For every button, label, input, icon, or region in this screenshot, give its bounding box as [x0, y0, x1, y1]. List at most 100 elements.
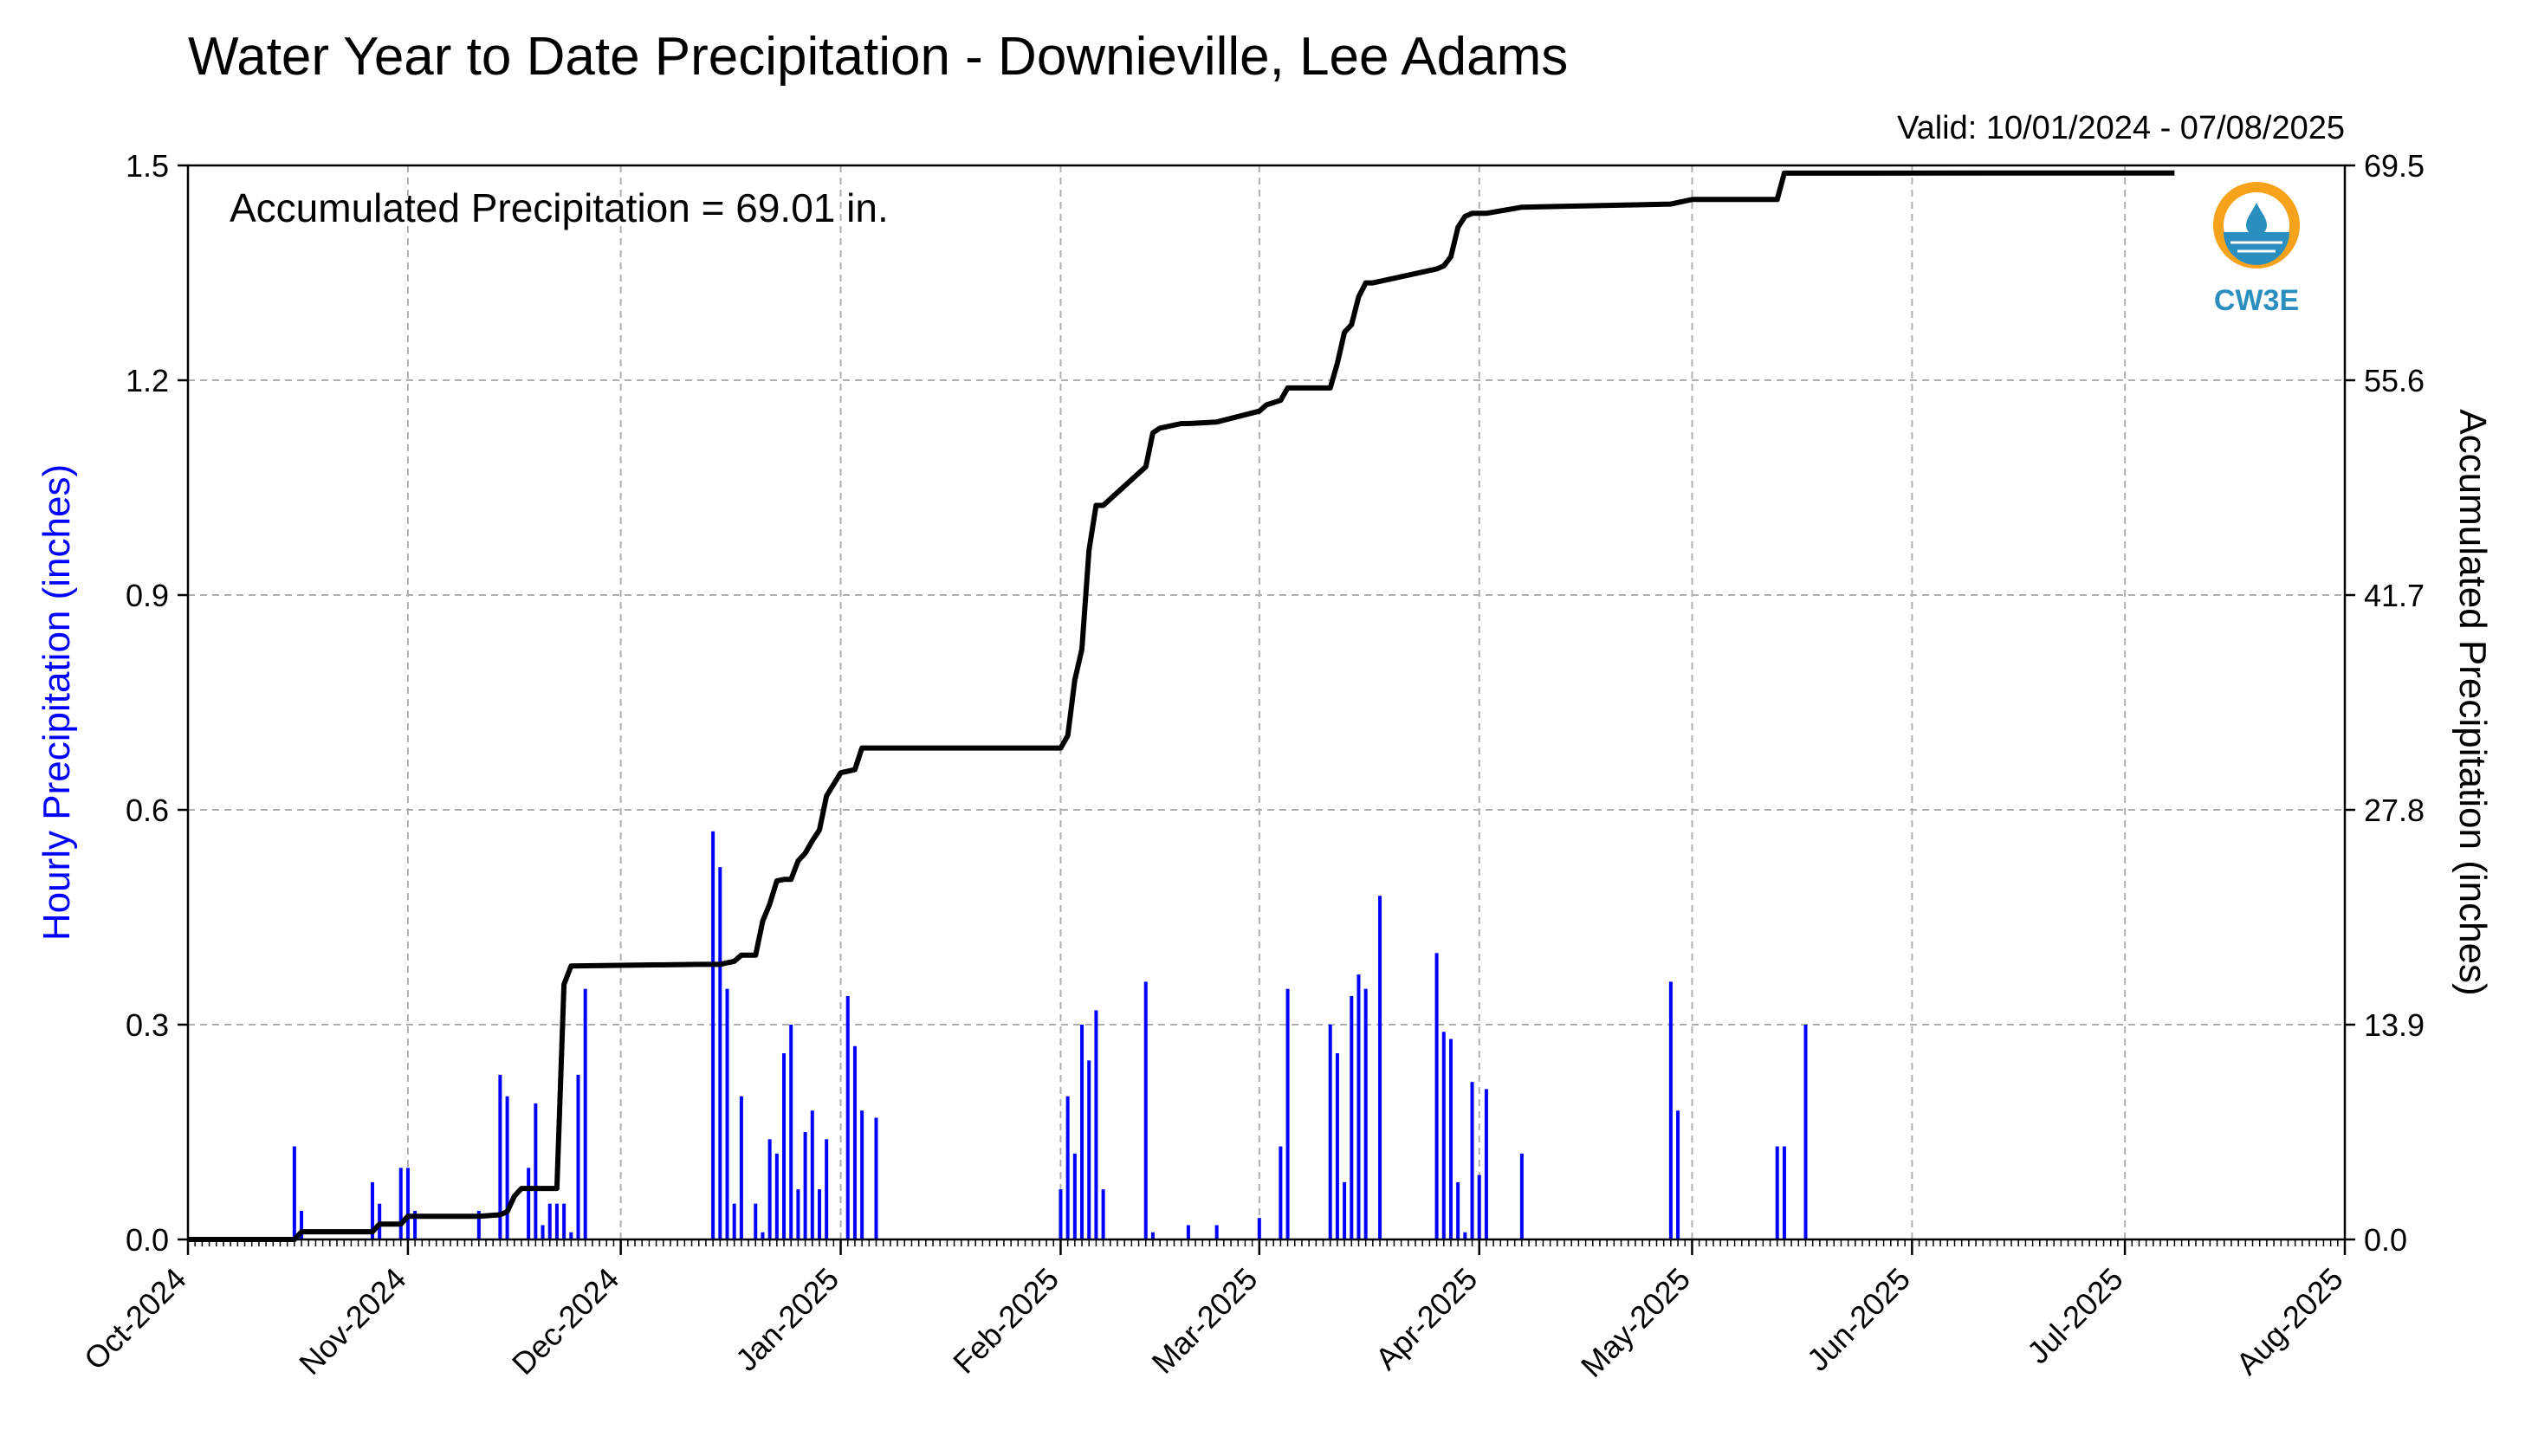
hourly-bar: [767, 1139, 772, 1239]
hourly-bar: [405, 1168, 410, 1239]
hourly-bar: [1356, 974, 1361, 1239]
hourly-bar: [292, 1146, 296, 1239]
hourly-bar: [1463, 1232, 1467, 1239]
axis-ticks: 0.0 0.3 0.6 0.9 1.2 1.5 0.0 13.9 27.8 41.7 55.6 69.…: [77, 148, 2425, 1384]
y-tick-label: 0.9: [126, 578, 169, 613]
hourly-bar: [1186, 1225, 1190, 1239]
hourly-bar: [1343, 1181, 1347, 1239]
y2-tick-label: 27.8: [2364, 793, 2425, 828]
hourly-bar: [739, 1096, 743, 1239]
hourly-bar: [300, 1210, 304, 1239]
accumulated-annotation: Accumulated Precipitation = 69.01 in.: [230, 185, 889, 230]
hourly-bar: [547, 1203, 552, 1239]
hourly-bar: [476, 1210, 481, 1239]
x-tick-label: Jan-2025: [728, 1261, 845, 1378]
hourly-bars: [292, 831, 1808, 1239]
y-tick-label: 0.0: [126, 1222, 169, 1258]
hourly-bar: [1782, 1146, 1786, 1239]
hourly-bar: [711, 831, 715, 1239]
hourly-bar: [782, 1053, 787, 1239]
x-tick-label: Jun-2025: [1800, 1261, 1917, 1378]
hourly-bar: [1519, 1153, 1524, 1239]
hourly-bar: [1059, 1189, 1063, 1239]
hourly-bar: [1065, 1096, 1070, 1239]
x-tick-label: Nov-2024: [292, 1261, 412, 1382]
hourly-bar: [1350, 995, 1354, 1239]
x-tick-label: Mar-2025: [1145, 1261, 1265, 1381]
hourly-bar: [1072, 1153, 1077, 1239]
hourly-bar: [845, 995, 850, 1239]
hourly-bar: [1484, 1089, 1488, 1239]
hourly-bar: [1448, 1039, 1453, 1239]
hourly-bar: [1257, 1218, 1261, 1239]
logo-waves-icon: [2224, 232, 2289, 265]
hourly-bar: [1328, 1025, 1332, 1239]
hourly-bar: [1434, 953, 1439, 1239]
y2-tick-label: 0.0: [2364, 1222, 2407, 1258]
hourly-bar: [1378, 896, 1382, 1239]
accumulated-line: [188, 170, 2175, 1242]
hourly-bar: [1335, 1053, 1339, 1239]
y-axis-label-left: Hourly Precipitation (inches): [36, 464, 78, 941]
hourly-bar: [860, 1110, 864, 1239]
hourly-bar: [562, 1203, 567, 1239]
hourly-bar: [413, 1210, 418, 1239]
hourly-bar: [398, 1168, 403, 1239]
hourly-bar: [1470, 1082, 1474, 1239]
x-tick-label: Aug-2025: [2229, 1261, 2349, 1382]
x-tick-label: May-2025: [1574, 1261, 1697, 1384]
y2-tick-label: 55.6: [2364, 363, 2425, 398]
hourly-bar: [541, 1225, 545, 1239]
x-tick-label: Jul-2025: [2020, 1261, 2130, 1371]
hourly-bar: [1094, 1010, 1098, 1239]
logo-drop-icon: [2246, 203, 2267, 236]
hourly-bar: [583, 988, 587, 1239]
hourly-bar: [1087, 1060, 1091, 1239]
hourly-bar: [498, 1074, 502, 1239]
accumulated-precip-line: [188, 170, 2175, 1242]
hourly-bar: [774, 1153, 779, 1239]
hourly-bar: [576, 1074, 580, 1239]
hourly-bar: [817, 1189, 821, 1239]
chart-title: Water Year to Date Precipitation - Downi…: [188, 27, 1568, 87]
hourly-bar: [1101, 1189, 1105, 1239]
hourly-bar: [1285, 988, 1290, 1239]
hourly-bar: [810, 1110, 814, 1239]
y-tick-label: 0.3: [126, 1007, 169, 1043]
hourly-bar: [1676, 1110, 1680, 1239]
x-tick-label: Oct-2024: [77, 1261, 193, 1377]
y2-tick-label: 13.9: [2364, 1007, 2425, 1043]
hourly-bar: [803, 1132, 807, 1239]
x-tick-label: Dec-2024: [505, 1261, 625, 1382]
hourly-bar: [1363, 988, 1368, 1239]
hourly-bar: [534, 1103, 538, 1239]
hourly-bar: [754, 1203, 758, 1239]
hourly-bar: [874, 1117, 878, 1239]
plot-frame: [186, 164, 2347, 1241]
hourly-bar: [527, 1168, 531, 1239]
hourly-bar: [718, 867, 722, 1239]
hourly-bar: [1477, 1175, 1481, 1239]
hourly-bar: [1214, 1225, 1219, 1239]
hourly-bar: [789, 1025, 793, 1239]
x-tick-label: Feb-2025: [946, 1261, 1065, 1381]
hourly-bar: [1456, 1181, 1460, 1239]
cw3e-logo: CW3E: [2213, 182, 2300, 317]
hourly-bar: [1668, 981, 1673, 1239]
hourly-bar: [852, 1045, 857, 1239]
hourly-bar: [1080, 1025, 1084, 1239]
hourly-bar: [370, 1181, 374, 1239]
logo-text: CW3E: [2214, 284, 2299, 317]
y-tick-label: 0.6: [126, 793, 169, 828]
hourly-bar: [1150, 1232, 1155, 1239]
y2-tick-label: 41.7: [2364, 578, 2425, 613]
hourly-bar: [1441, 1032, 1446, 1239]
hourly-bar: [569, 1232, 573, 1239]
grid-lines: [188, 165, 2345, 1239]
hourly-bar: [1803, 1025, 1808, 1239]
y-tick-label: 1.5: [126, 148, 169, 184]
hourly-bar: [1775, 1146, 1779, 1239]
hourly-bar: [554, 1203, 559, 1239]
hourly-bar: [825, 1139, 829, 1239]
